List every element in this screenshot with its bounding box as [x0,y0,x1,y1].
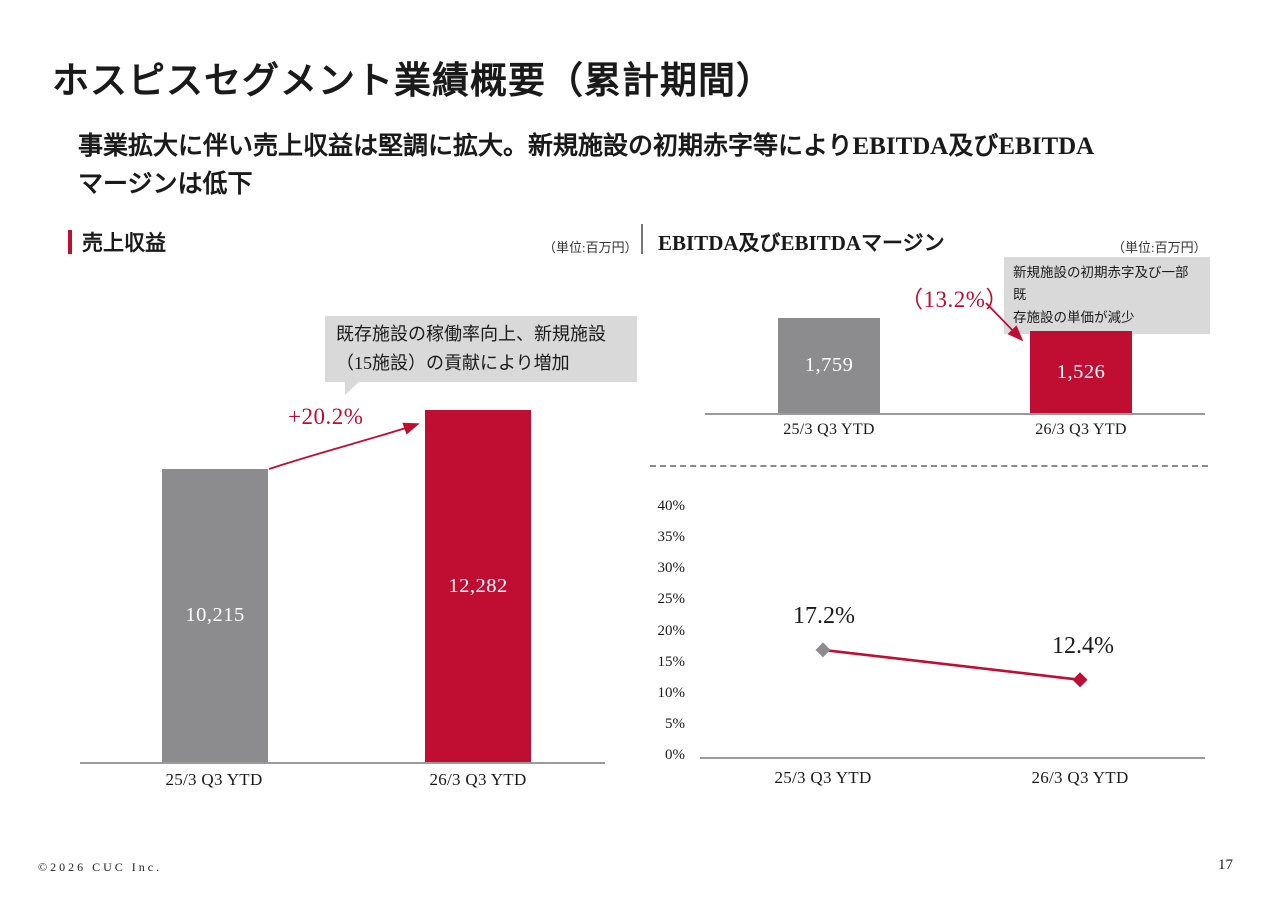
ebitda-decline-label: （13.2%） [900,287,1009,312]
ebitda-bar-current-value: 1,526 [1056,360,1106,383]
revenue-x-label-prev: 25/3 Q3 YTD [165,770,263,789]
dashed-divider [650,465,1208,467]
revenue-bar-current-value: 12,282 [448,574,508,597]
ebitda-x-axis [705,413,1205,415]
ebitda-unit-label: （単位:百万円） [1112,240,1207,255]
revenue-growth-label: +20.2% [288,404,364,429]
margin-marker-1 [1072,672,1088,688]
slide-subtitle: 事業拡大に伴い売上収益は堅調に拡大。新規施設の初期赤字等によりEBITDA及びE… [78,133,1095,198]
revenue-growth-arrow [268,422,420,470]
margin-x-axis [700,757,1205,759]
y-tick-15: 15% [657,654,686,670]
revenue-callout: 既存施設の稼働率向上、新規施設 （15施設）の貢献により増加 [325,316,637,382]
ebitda-x-label-current: 26/3 Q3 YTD [1035,421,1127,438]
ebitda-bar-prev-year: 1,759 [778,318,880,413]
section-divider [641,224,643,254]
revenue-section-header: 売上収益 [68,227,166,257]
margin-marker-0 [815,642,831,658]
revenue-bar-prev-value: 10,215 [185,604,245,626]
y-tick-20: 20% [657,623,686,639]
revenue-header-label: 売上収益 [82,231,166,255]
y-tick-30: 30% [657,560,686,576]
y-tick-25: 25% [657,591,686,607]
y-tick-5: 5% [665,716,685,732]
ebitda-bar-current-year: 1,526 [1030,331,1132,413]
revenue-x-axis [80,762,605,764]
margin-point-label-current: 12.4% [1052,633,1114,659]
ebitda-x-label-prev: 25/3 Q3 YTD [783,421,875,438]
y-tick-35: 35% [657,529,686,545]
copyright-text: ©2026 CUC Inc. [38,860,163,874]
ebitda-header-label: EBITDA及びEBITDAマージン [658,231,945,255]
ebitda-bar-prev-value: 1,759 [804,354,854,376]
ebitda-callout-tail [1148,310,1165,326]
revenue-x-label-current: 26/3 Q3 YTD [429,770,527,789]
y-tick-10: 10% [657,685,686,701]
ebitda-callout: 新規施設の初期赤字及び一部既 存施設の単価が減少 [1004,257,1210,334]
margin-point-label-prev: 17.2% [793,603,855,629]
y-tick-40: 40% [657,498,686,514]
header-accent-bar-icon [68,230,72,254]
page-number: 17 [1218,857,1233,873]
revenue-bar-current-year: 12,282 [425,410,531,762]
revenue-callout-tail [345,379,362,395]
revenue-bar-prev-year: 10,215 [162,469,268,762]
margin-x-label-prev: 25/3 Q3 YTD [774,768,872,787]
revenue-unit-label: （単位:百万円） [543,240,638,255]
margin-x-label-current: 26/3 Q3 YTD [1031,768,1129,787]
slide-title: ホスピスセグメント業績概要（累計期間） [52,61,774,102]
ebitda-section-header: EBITDA及びEBITDAマージン [658,227,945,257]
y-tick-0: 0% [665,747,685,763]
